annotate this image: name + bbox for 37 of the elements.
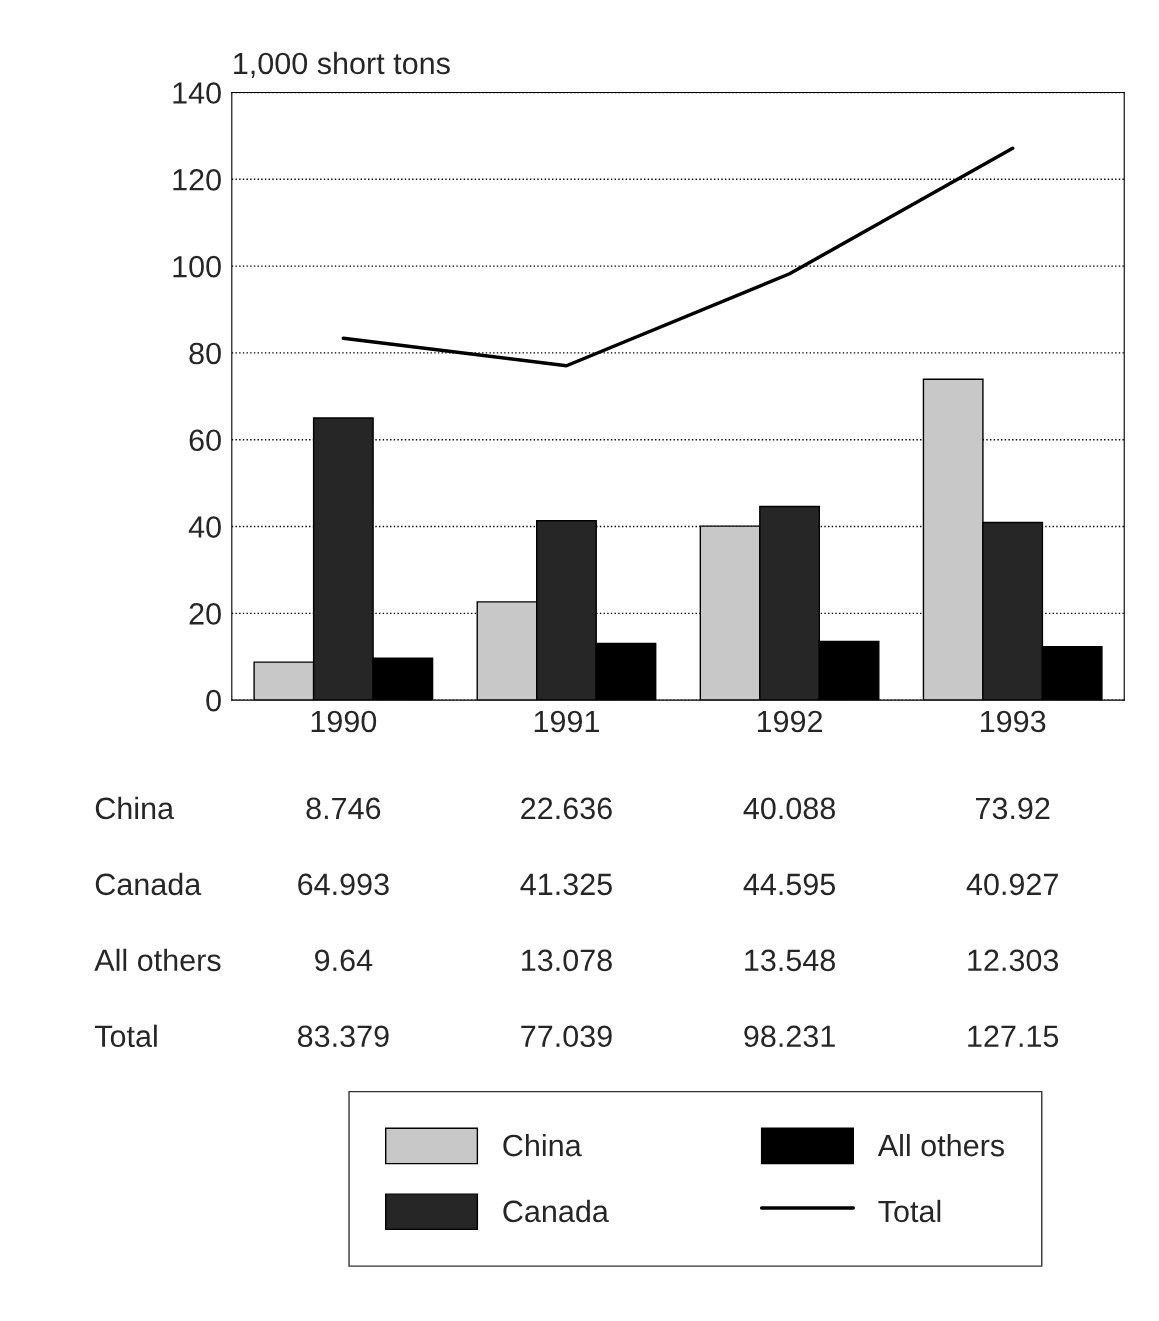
data-label: 8.746 <box>306 797 381 820</box>
data-label: 44.595 <box>743 873 836 896</box>
y-tick-label: 20 <box>189 603 221 625</box>
y-axis-title: 1,000 short tons <box>234 51 450 78</box>
data-label: 9.64 <box>315 949 373 972</box>
data-label: 40.088 <box>743 797 835 820</box>
x-tick-label: 1993 <box>981 710 1046 733</box>
text: Canada <box>95 872 202 896</box>
legend-label: All others <box>877 1133 1004 1157</box>
text: Total <box>94 1024 157 1048</box>
data-label: 83.379 <box>297 1025 389 1048</box>
x-tick-label: 1991 <box>534 710 599 733</box>
x-tick-label: 1990 <box>311 710 377 733</box>
data-label: 98.231 <box>744 1025 835 1048</box>
data-label: 77.039 <box>521 1025 612 1048</box>
text: All others <box>94 948 221 972</box>
legend-label: Canada <box>503 1199 609 1223</box>
data-label: 12.303 <box>968 949 1059 972</box>
data-label: 41.325 <box>520 873 612 896</box>
y-tick-label: 100 <box>173 255 221 278</box>
y-tick-label: 60 <box>189 429 221 452</box>
data-label: 127.15 <box>968 1025 1059 1048</box>
data-label: 40.927 <box>966 873 1058 896</box>
y-tick-label: 80 <box>189 342 221 365</box>
data-label: 22.636 <box>521 797 612 820</box>
data-label: 13.548 <box>745 949 835 972</box>
text: China <box>95 796 175 820</box>
x-tick-label: 1992 <box>757 710 823 733</box>
y-tick-label: 140 <box>173 82 221 104</box>
legend-label: Total <box>878 1199 941 1223</box>
y-tick-label: 40 <box>188 516 221 538</box>
y-tick-label: 120 <box>173 169 221 191</box>
legend-label: China <box>503 1133 582 1157</box>
data-label: 64.993 <box>298 873 389 896</box>
data-label: 13.078 <box>522 949 612 972</box>
data-label: 73.92 <box>976 797 1050 820</box>
y-tick-label: 0 <box>206 689 221 712</box>
